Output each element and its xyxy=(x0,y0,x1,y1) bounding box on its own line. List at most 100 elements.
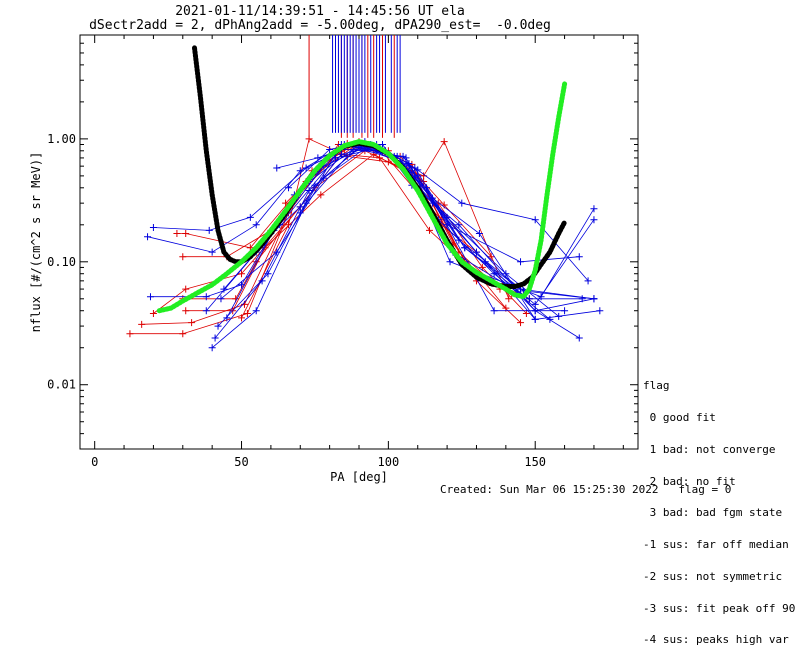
blue-data-point xyxy=(446,258,454,266)
red-data-point xyxy=(173,229,181,237)
red-data-point xyxy=(505,295,513,303)
blue-data-point xyxy=(264,270,272,278)
blue-data-point xyxy=(208,344,216,352)
blue-data-point xyxy=(531,300,539,308)
blue-data-point xyxy=(252,307,260,315)
flag-legend-item: 1 bad: not converge xyxy=(643,442,776,456)
blue-data-point xyxy=(326,145,334,153)
created-timestamp: Created: Sun Mar 06 15:25:30 2022 xyxy=(440,483,659,496)
blue-data-point xyxy=(285,184,293,192)
blue-data-point xyxy=(208,248,216,256)
fit-curves xyxy=(156,45,568,314)
blue-data-point xyxy=(211,334,219,342)
blue-data-point xyxy=(144,233,152,241)
blue-data-point xyxy=(531,315,539,323)
vertical-lines xyxy=(308,35,401,138)
x-tick-label: 0 xyxy=(91,455,98,469)
blue-data-point xyxy=(217,295,225,303)
blue-data-point xyxy=(517,258,525,266)
x-tick-label: 100 xyxy=(378,455,400,469)
red-data-point xyxy=(282,199,290,207)
flag-legend-item: 3 bad: bad fgm state xyxy=(643,506,783,520)
y-tick-label: 0.01 xyxy=(47,378,76,392)
blue-data-point xyxy=(214,322,222,330)
blue-data-point xyxy=(246,213,254,221)
red-data-point xyxy=(522,309,530,317)
blue-data-point xyxy=(146,293,154,301)
red-series-line xyxy=(129,144,521,335)
x-tick-label: 150 xyxy=(524,455,546,469)
blue-data-point xyxy=(537,293,545,301)
red-series-line xyxy=(185,153,512,312)
blue-data-point xyxy=(252,221,260,229)
flag-legend-item: -4 sus: peaks high var xyxy=(643,633,789,647)
green-fit-curve xyxy=(156,81,568,314)
footer: Created: Sun Mar 06 15:25:30 2022 flag =… xyxy=(440,483,731,496)
red-data-point xyxy=(182,285,190,293)
blue-data-point xyxy=(472,248,480,256)
blue-data-point xyxy=(590,205,598,213)
blue-data-point xyxy=(238,281,246,289)
pitch-angle-chart: 0 50 100 150 0.01 0.10 1.00 PA [deg] nflux [#/(c… xyxy=(29,34,639,484)
blue-data-point xyxy=(405,160,413,168)
flag-legend-title: flag xyxy=(643,379,670,393)
red-data-point xyxy=(384,158,392,166)
chart-title-time-range: 2021-01-11/14:39:51 - 14:45:56 UT ela xyxy=(175,4,465,19)
axes: 0 50 100 150 0.01 0.10 1.00 PA [deg] nflux [#/(c… xyxy=(29,34,638,484)
flag-legend-item: -3 sus: fit peak off 90 xyxy=(643,601,796,615)
blue-data-point xyxy=(490,307,498,315)
blue-data-point xyxy=(378,141,386,149)
x-axis-label: PA [deg] xyxy=(330,470,388,484)
blue-data-point xyxy=(205,226,213,234)
blue-data-point xyxy=(220,285,228,293)
blue-series-line xyxy=(276,144,600,320)
red-data-point xyxy=(238,314,246,322)
red-data-point xyxy=(182,229,190,237)
red-data-point xyxy=(305,135,313,143)
blue-data-point xyxy=(575,253,583,261)
blue-data-point xyxy=(525,295,533,303)
blue-data-point xyxy=(455,221,463,229)
red-data-point xyxy=(370,150,378,158)
blue-data-point xyxy=(305,187,313,195)
blue-data-point xyxy=(302,164,310,172)
blue-data-point xyxy=(273,164,281,172)
data-series xyxy=(126,135,604,352)
blue-data-point xyxy=(575,334,583,342)
blue-data-point xyxy=(461,244,469,252)
blue-data-point xyxy=(149,224,157,232)
red-data-point xyxy=(238,270,246,278)
red-data-point xyxy=(179,253,187,261)
red-data-point xyxy=(149,309,157,317)
blue-data-point xyxy=(561,307,569,315)
blue-data-point xyxy=(296,203,304,211)
blue-data-point xyxy=(202,293,210,301)
blue-data-point xyxy=(223,314,231,322)
red-data-point xyxy=(179,330,187,338)
blue-data-point xyxy=(596,307,604,315)
blue-data-point xyxy=(475,229,483,237)
flag-legend-item: 2 bad: no fit xyxy=(643,474,736,488)
red-data-point xyxy=(138,320,146,328)
blue-data-point xyxy=(531,216,539,224)
blue-data-point xyxy=(443,221,451,229)
flag-value: flag = 0 xyxy=(678,483,732,496)
blue-data-point xyxy=(296,209,304,217)
red-data-point xyxy=(517,319,525,327)
x-tick-label: 50 xyxy=(234,455,248,469)
red-series-line xyxy=(182,150,501,300)
red-data-point xyxy=(188,319,196,327)
blue-data-point xyxy=(590,295,598,303)
blue-data-point xyxy=(402,154,410,162)
flag-legend: flag 0 good fit 1 bad: not converge 2 ba… xyxy=(643,360,795,657)
blue-data-point xyxy=(258,277,266,285)
red-data-point xyxy=(425,226,433,234)
y-tick-label: 0.10 xyxy=(47,255,76,269)
flag-legend-item: 0 good fit xyxy=(643,410,716,424)
red-data-point xyxy=(243,309,251,317)
y-tick-label: 1.00 xyxy=(47,132,76,146)
blue-series-line xyxy=(211,149,594,349)
blue-data-point xyxy=(202,307,210,315)
chart-title-parameters: dSectr2add = 2, dPhAng2add = -5.00deg, d… xyxy=(89,18,551,33)
blue-data-point xyxy=(590,216,598,224)
